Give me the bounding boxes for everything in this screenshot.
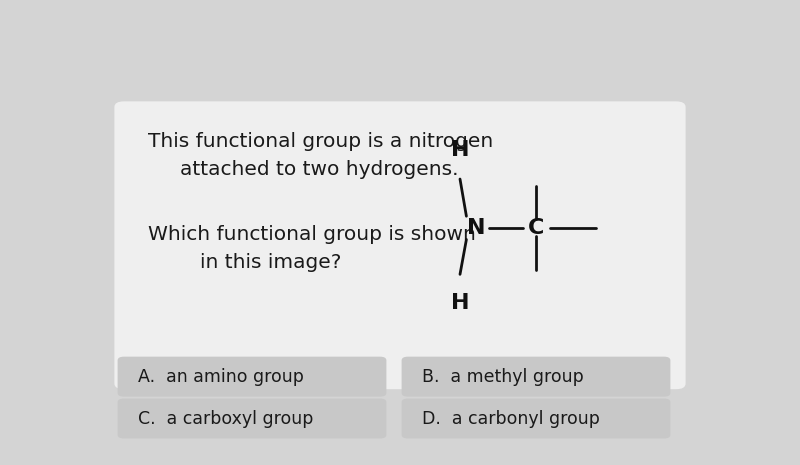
FancyBboxPatch shape [118,399,386,438]
Text: H: H [450,293,470,313]
FancyBboxPatch shape [402,357,670,397]
Text: N: N [466,218,486,238]
Text: This functional group is a nitrogen: This functional group is a nitrogen [148,133,494,151]
Text: Which functional group is shown: Which functional group is shown [148,226,476,244]
Text: D.  a carbonyl group: D. a carbonyl group [422,410,600,427]
Text: in this image?: in this image? [200,253,342,272]
Text: C.  a carboxyl group: C. a carboxyl group [138,410,314,427]
Text: attached to two hydrogens.: attached to two hydrogens. [180,160,458,179]
FancyBboxPatch shape [114,101,686,389]
Text: C: C [528,218,544,238]
Text: H: H [450,140,470,160]
Text: B.  a methyl group: B. a methyl group [422,368,584,385]
Text: A.  an amino group: A. an amino group [138,368,304,385]
FancyBboxPatch shape [402,399,670,438]
FancyBboxPatch shape [118,357,386,397]
